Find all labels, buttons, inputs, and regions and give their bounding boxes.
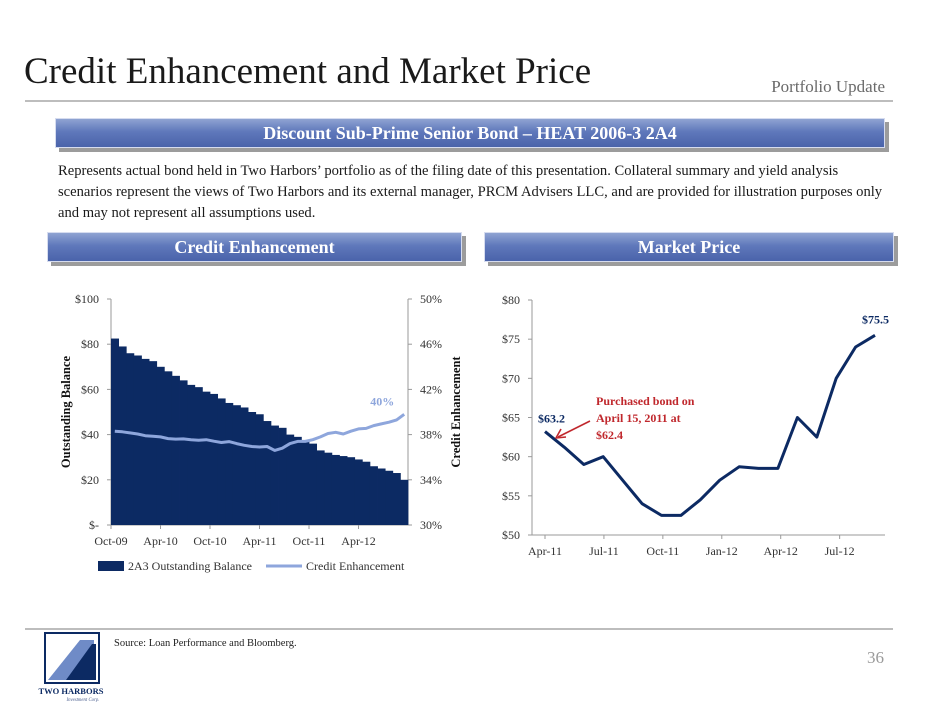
- purchase-annotation-line: April 15, 2011 at: [596, 411, 681, 425]
- balance-bar: [248, 412, 257, 525]
- credit-enhancement-banner: Credit Enhancement: [47, 232, 462, 262]
- bond-banner: Discount Sub-Prime Senior Bond – HEAT 20…: [55, 118, 885, 148]
- balance-bar: [171, 375, 180, 525]
- balance-bar: [255, 414, 264, 525]
- balance-bar: [316, 450, 325, 525]
- balance-bar: [347, 457, 356, 525]
- balance-bar: [156, 366, 165, 525]
- x-tick-label: Apr-11: [528, 544, 562, 558]
- balance-bar: [126, 353, 135, 525]
- left-tick-label: $80: [81, 337, 99, 351]
- y-tick-label: $55: [502, 489, 520, 503]
- balance-bar: [225, 402, 234, 525]
- legend-bar-label: 2A3 Outstanding Balance: [128, 559, 252, 573]
- purchase-arrow-head: [555, 428, 567, 439]
- market-price-chart: $50 $55 $60 $65 $70 $75 $80 Apr-11 Jul-11 Oct-11 J…: [502, 293, 889, 558]
- balance-bar: [293, 436, 302, 525]
- market-price-line: [544, 334, 876, 517]
- left-tick-label: $20: [81, 473, 99, 487]
- page-number: 36: [867, 648, 884, 667]
- right-tick-label: 30%: [420, 518, 442, 532]
- balance-bar: [400, 479, 409, 525]
- purchase-annotation-line: Purchased bond on: [596, 394, 695, 408]
- balance-bar: [194, 387, 203, 525]
- intro-text: Represents actual bond held in Two Harbo…: [58, 163, 883, 221]
- balance-bar: [301, 441, 310, 525]
- x-tick-label: Oct-11: [646, 544, 679, 558]
- right-tick-label: 38%: [420, 428, 442, 442]
- footer-divider: [25, 628, 893, 630]
- logo-subtext: Investment Corp.: [65, 698, 99, 703]
- balance-bar: [278, 427, 287, 525]
- y-tick-label: $75: [502, 332, 520, 346]
- x-tick-label: Jan-12: [706, 544, 738, 558]
- x-tick-label: Apr-12: [764, 544, 798, 558]
- purchase-annotation-line: $62.4: [596, 428, 623, 442]
- balance-bar: [202, 391, 211, 525]
- source-note: Source: Loan Performance and Bloomberg.: [114, 638, 297, 649]
- section-label: Portfolio Update: [771, 77, 885, 96]
- left-tick-label: $-: [89, 518, 99, 532]
- right-tick-label: 34%: [420, 473, 442, 487]
- x-tick-label: Apr-10: [143, 534, 177, 548]
- x-tick-label: Oct-11: [293, 534, 326, 548]
- page-title: Credit Enhancement and Market Price: [24, 51, 592, 92]
- balance-bar: [385, 470, 394, 525]
- right-tick-label: 42%: [420, 382, 442, 396]
- y-tick-label: $65: [502, 411, 520, 425]
- balance-bar: [133, 355, 142, 525]
- balance-bar: [187, 384, 196, 525]
- balance-bar: [369, 466, 378, 525]
- two-harbors-logo: TWO HARBORS Investment Corp.: [36, 630, 106, 705]
- market-price-banner: Market Price: [484, 232, 894, 262]
- balance-bar: [141, 358, 150, 525]
- x-tick-label: Apr-12: [341, 534, 375, 548]
- x-tick-label: Jul-12: [825, 544, 855, 558]
- balance-bar: [286, 434, 295, 525]
- balance-bar: [179, 380, 188, 525]
- balance-bar: [164, 371, 173, 525]
- y-tick-label: $50: [502, 528, 520, 542]
- balance-bar: [339, 456, 348, 525]
- x-tick-label: Jul-11: [589, 544, 619, 558]
- legend-line-label: Credit Enhancement: [306, 559, 405, 573]
- left-axis-title: Outstanding Balance: [59, 355, 73, 468]
- balance-bar: [309, 443, 318, 525]
- end-price-label: $75.5: [862, 312, 889, 326]
- right-tick-label: 50%: [420, 292, 442, 306]
- balance-bar: [377, 468, 386, 525]
- purchase-arrow-shaft: [557, 420, 591, 438]
- left-tick-label: $100: [75, 292, 99, 306]
- right-tick-label: 46%: [420, 337, 442, 351]
- balance-bar: [217, 398, 226, 525]
- balance-bar: [263, 421, 272, 525]
- credit-enhancement-line: [114, 413, 406, 452]
- balance-bar: [392, 473, 401, 525]
- balance-bar: [210, 393, 219, 525]
- left-tick-label: $40: [81, 428, 99, 442]
- balance-bar: [240, 407, 249, 525]
- x-tick-label: Oct-09: [94, 534, 127, 548]
- start-price-label: $63.2: [538, 412, 565, 426]
- x-tick-label: Oct-10: [193, 534, 226, 548]
- balance-bar: [331, 454, 340, 525]
- credit-enhancement-label: 40%: [370, 394, 394, 408]
- balance-bar: [118, 346, 127, 525]
- y-tick-label: $80: [502, 293, 520, 307]
- legend-bar-swatch: [98, 561, 124, 571]
- y-tick-label: $70: [502, 371, 520, 385]
- x-tick-label: Apr-11: [243, 534, 277, 548]
- balance-bar: [354, 459, 363, 525]
- balance-bar: [270, 425, 279, 525]
- right-axis-title: Credit Enhancement: [449, 356, 463, 468]
- y-tick-label: $60: [502, 450, 520, 464]
- balance-bar: [362, 461, 371, 525]
- header-divider: [25, 100, 893, 102]
- balance-bar: [232, 405, 241, 525]
- balance-bar: [324, 452, 333, 525]
- left-tick-label: $60: [81, 382, 99, 396]
- logo-text: TWO HARBORS: [39, 686, 104, 696]
- credit-enhancement-chart: $- $20 $40 $60 $80 $100 30% 34% 38% 42% 46% 50% 40% O…: [59, 292, 463, 573]
- balance-bar: [149, 361, 158, 525]
